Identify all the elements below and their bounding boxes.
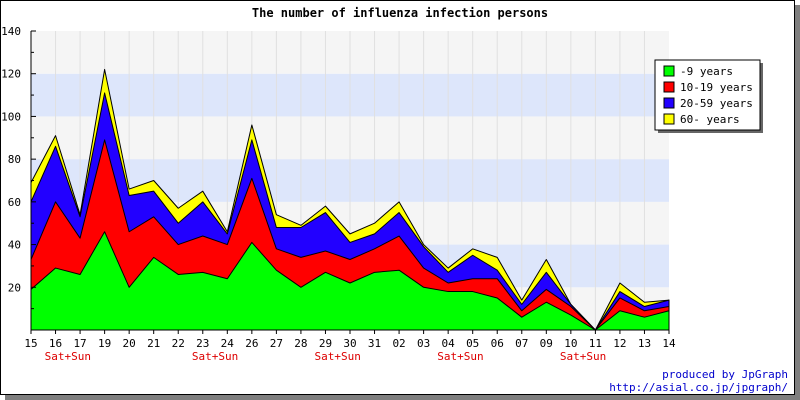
legend-label: 20-59 years bbox=[680, 97, 753, 110]
weekend-marker: Sat+Sun bbox=[560, 350, 606, 363]
y-tick-label: 40 bbox=[8, 239, 21, 252]
weekend-marker: Sat+Sun bbox=[192, 350, 238, 363]
x-tick-label: 20 bbox=[123, 337, 136, 350]
x-tick-labels: 15 16 17 19 20 21 22 23 24 26 27 28 29 30 31 02 03 04 05 06… bbox=[24, 330, 676, 350]
credit-line-1: produced by JpGraph bbox=[662, 368, 788, 381]
legend-label: 10-19 years bbox=[680, 81, 753, 94]
legend-label: -9 years bbox=[680, 65, 733, 78]
x-tick-label: 30 bbox=[343, 337, 356, 350]
y-tick-labels: 20 40 60 80 100 120 140 bbox=[1, 25, 36, 310]
legend: -9 years 10-19 years 20-59 years 60- years bbox=[654, 59, 763, 133]
credit-line-2[interactable]: http://asial.co.jp/jpgraph/ bbox=[609, 381, 788, 394]
x-tick-label: 16 bbox=[49, 337, 62, 350]
x-tick-label: 27 bbox=[270, 337, 283, 350]
weekend-marker: Sat+Sun bbox=[315, 350, 361, 363]
series-areas bbox=[30, 68, 670, 331]
weekend-marker: Sat+Sun bbox=[437, 350, 483, 363]
x-tick-label: 12 bbox=[613, 337, 626, 350]
y-tick-label: 80 bbox=[8, 153, 21, 166]
x-tick-label: 09 bbox=[540, 337, 553, 350]
chart-title: The number of influenza infection person… bbox=[252, 6, 548, 20]
weekend-marker: Sat+Sun bbox=[45, 350, 91, 363]
legend-swatch bbox=[663, 113, 675, 125]
x-tick-label: 23 bbox=[196, 337, 209, 350]
x-tick-label: 26 bbox=[245, 337, 258, 350]
x-tick-label: 04 bbox=[442, 337, 456, 350]
series-area-9-years bbox=[30, 231, 670, 331]
x-tick-label: 24 bbox=[221, 337, 235, 350]
y-tick-label: 100 bbox=[1, 110, 21, 123]
x-tick-label: 17 bbox=[73, 337, 86, 350]
frame-shadow-bottom bbox=[5, 395, 800, 400]
x-tick-label: 03 bbox=[417, 337, 430, 350]
frame-shadow-right bbox=[795, 5, 800, 400]
x-tick-label: 28 bbox=[294, 337, 307, 350]
x-tick-label: 14 bbox=[662, 337, 676, 350]
y-tick-label: 60 bbox=[8, 196, 21, 209]
x-tick-label: 06 bbox=[491, 337, 504, 350]
legend-swatch bbox=[663, 97, 675, 109]
legend-swatch bbox=[663, 65, 675, 77]
x-tick-label: 15 bbox=[24, 337, 37, 350]
x-tick-label: 07 bbox=[515, 337, 528, 350]
y-tick-label: 140 bbox=[1, 25, 21, 38]
x-tick-label: 31 bbox=[368, 337, 381, 350]
x-tick-label: 10 bbox=[564, 337, 577, 350]
x-tick-label: 29 bbox=[319, 337, 332, 350]
x-tick-label: 13 bbox=[638, 337, 651, 350]
x-tick-label: 05 bbox=[466, 337, 479, 350]
y-tick-label: 20 bbox=[8, 281, 21, 294]
x-tick-label: 02 bbox=[392, 337, 405, 350]
x-tick-label: 22 bbox=[172, 337, 185, 350]
y-tick-label: 120 bbox=[1, 68, 21, 81]
legend-label: 60- years bbox=[680, 113, 740, 126]
legend-swatch bbox=[663, 81, 675, 93]
weekend-markers: Sat+Sun Sat+Sun Sat+Sun Sat+Sun Sat+Sun bbox=[45, 350, 607, 363]
x-tick-label: 19 bbox=[98, 337, 111, 350]
x-tick-label: 21 bbox=[147, 337, 160, 350]
x-tick-label: 11 bbox=[589, 337, 602, 350]
